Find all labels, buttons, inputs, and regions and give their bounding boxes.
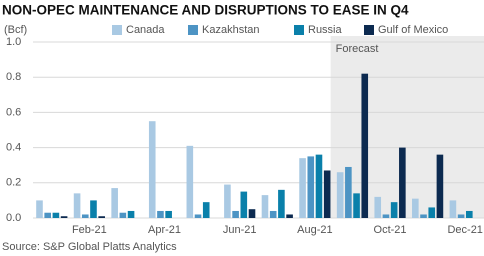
x-tick-label: Feb-21 <box>72 224 107 236</box>
bar <box>73 193 81 218</box>
bar <box>315 154 323 218</box>
bar <box>194 214 202 218</box>
bar <box>81 214 89 218</box>
legend-label: Canada <box>126 24 165 36</box>
bar <box>36 200 43 218</box>
y-tick-label: 0.8 <box>6 71 21 83</box>
bar <box>60 216 68 218</box>
legend-swatch <box>188 25 198 35</box>
bar <box>299 158 306 218</box>
bar <box>119 212 127 218</box>
chart-title: NON-OPEC MAINTENANCE AND DISRUPTIONS TO … <box>2 3 409 18</box>
bar <box>98 216 105 218</box>
bar <box>382 214 390 218</box>
bar <box>466 210 473 218</box>
bar <box>248 209 256 218</box>
legend-swatch <box>364 25 374 35</box>
source: Source: S&P Global Platts Analytics <box>2 241 177 253</box>
bar <box>165 210 172 218</box>
bar <box>157 210 164 218</box>
forecast-label: Forecast <box>336 43 379 55</box>
bar <box>269 210 277 218</box>
bar <box>148 121 156 218</box>
bar <box>52 212 60 218</box>
bar <box>336 172 344 218</box>
y-unit-label: (Bcf) <box>4 24 27 36</box>
x-tick-label: Apr-21 <box>148 224 181 236</box>
bar <box>111 188 118 218</box>
x-tick-label: Oct-21 <box>374 224 407 236</box>
x-tick-label: Dec-21 <box>447 224 482 236</box>
y-tick-label: 0.6 <box>6 106 21 118</box>
bar <box>127 210 135 218</box>
legend-swatch <box>112 25 122 35</box>
bar <box>44 212 51 218</box>
bar <box>232 210 239 218</box>
bar <box>412 198 419 218</box>
bar <box>278 189 285 218</box>
bar <box>240 191 248 218</box>
bar <box>307 156 315 218</box>
bar <box>436 154 444 218</box>
y-tick-label: 1.0 <box>6 36 21 48</box>
bar <box>186 145 194 218</box>
bar <box>261 195 269 218</box>
bar <box>457 214 465 218</box>
bar <box>428 207 436 218</box>
bar <box>345 166 352 218</box>
x-tick-label: Jun-21 <box>223 224 257 236</box>
bar <box>286 214 293 218</box>
y-tick-label: 0.4 <box>6 142 21 154</box>
bar <box>224 184 231 218</box>
bar <box>202 202 210 218</box>
bar <box>374 196 382 218</box>
legend-swatch <box>294 25 304 35</box>
bar <box>90 200 97 218</box>
legend-label: Gulf of Mexico <box>378 24 448 36</box>
bar <box>353 193 360 218</box>
bar <box>449 200 457 218</box>
x-tick-label: Aug-21 <box>297 224 332 236</box>
bar <box>420 214 427 218</box>
legend-label: Russia <box>308 24 343 36</box>
forecast-region <box>330 36 484 218</box>
bar <box>390 202 398 218</box>
bar <box>399 147 406 218</box>
y-tick-label: 0.0 <box>6 212 21 224</box>
legend-label: Kazakhstan <box>202 24 259 36</box>
bar <box>361 73 369 219</box>
y-tick-label: 0.2 <box>6 177 21 189</box>
bar <box>323 170 331 218</box>
